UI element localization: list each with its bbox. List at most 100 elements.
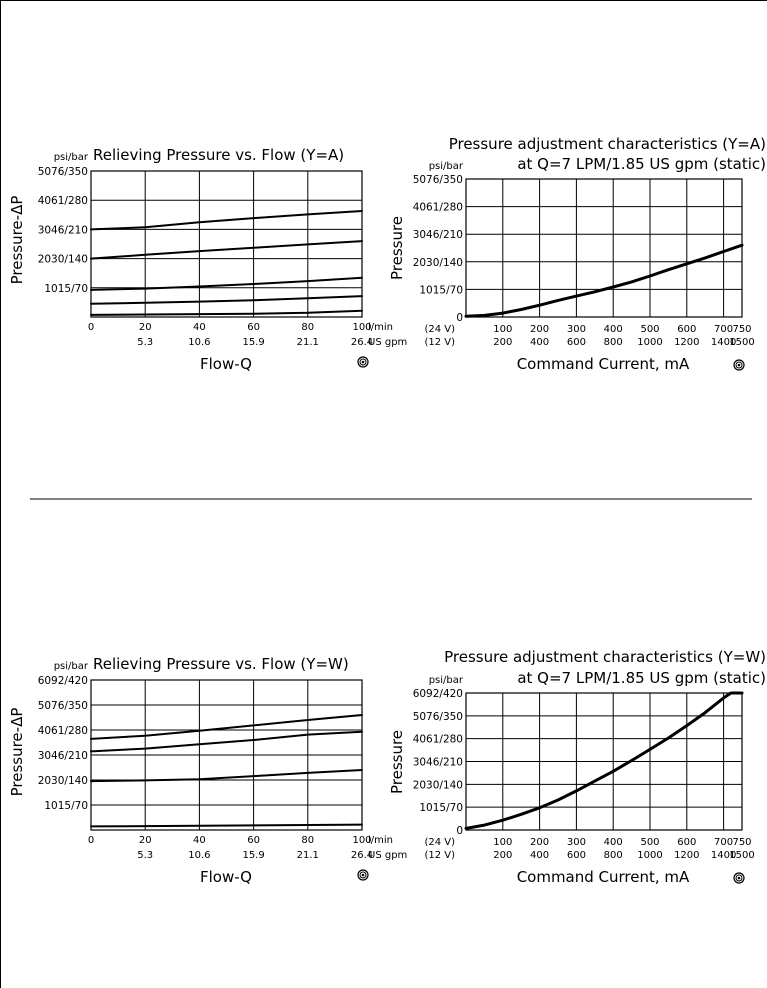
x-tick-label: 40 — [193, 322, 206, 333]
grid — [91, 679, 363, 830]
chart-title: Relieving Pressure vs. Flow (Y=W) — [93, 655, 349, 673]
target-symbol-mid — [359, 871, 367, 879]
y-axis-label: Pressure-ΔP — [8, 708, 26, 797]
x-tick-label-secondary: 26.4 — [351, 337, 373, 348]
target-symbol-center — [737, 876, 741, 880]
series-line-3 — [90, 295, 363, 305]
y-tick-label: 6092/420 — [38, 675, 88, 687]
x-unit-secondary: US gpm — [368, 850, 407, 861]
x-tick-label-secondary: 1000 — [637, 337, 662, 348]
x-tick-label-secondary: 400 — [530, 850, 549, 861]
x-tick-label: 200 — [530, 837, 549, 848]
y-tick-label: 4061/280 — [38, 725, 88, 737]
x-axis-label: Command Current, mA — [517, 868, 690, 886]
y-unit-label: psi/bar — [54, 152, 89, 163]
series-line-1 — [90, 240, 363, 260]
x-tick-label: 750 — [732, 324, 751, 335]
y-tick-label: 3046/210 — [38, 750, 88, 762]
x-tick-label: 60 — [247, 835, 260, 846]
y-unit-label: psi/bar — [429, 161, 464, 172]
y-unit-label: psi/bar — [54, 661, 89, 672]
plot-area — [465, 178, 743, 318]
y-tick-label: 0 — [456, 825, 463, 837]
y-unit-label: psi/bar — [429, 675, 464, 686]
y-tick-label: 3046/210 — [413, 229, 463, 241]
y-tick-label: 3046/210 — [38, 224, 88, 236]
x-tick-label: 40 — [193, 835, 206, 846]
x-tick-label-secondary: 5.3 — [137, 337, 153, 348]
voltage-row-label: (24 V) — [424, 324, 455, 335]
target-symbol-outer — [357, 356, 369, 368]
y-axis-label: Pressure — [388, 730, 406, 794]
y-tick-label: 5076/350 — [413, 174, 463, 186]
series-line-2 — [90, 276, 363, 291]
chart-subtitle: at Q=7 LPM/1.85 US gpm (static) — [517, 155, 766, 173]
voltage-row-label: (24 V) — [424, 837, 455, 848]
x-tick-label: 750 — [732, 837, 751, 848]
x-tick-label-secondary: 400 — [530, 337, 549, 348]
y-tick-label: 5076/350 — [38, 700, 88, 712]
y-tick-label: 1015/70 — [419, 284, 463, 296]
chart-3: Pressure adjustment characteristics (Y=W… — [388, 648, 766, 886]
x-tick-label: 500 — [640, 837, 659, 848]
y-axis-label: Pressure-ΔP — [8, 196, 26, 285]
x-tick-label-secondary: 15.9 — [242, 850, 264, 861]
y-tick-label: 4061/280 — [413, 202, 463, 214]
x-tick-label-secondary: 200 — [493, 337, 512, 348]
plot-area — [90, 170, 363, 318]
x-tick-label: 700 — [714, 324, 733, 335]
x-tick-label: 400 — [604, 324, 623, 335]
x-tick-label-secondary: 1200 — [674, 850, 699, 861]
x-axis-label: Flow-Q — [200, 868, 252, 886]
chart-title: Relieving Pressure vs. Flow (Y=A) — [93, 146, 344, 164]
target-symbol-outer — [733, 359, 745, 371]
x-tick-label-secondary: 1500 — [729, 337, 754, 348]
x-tick-label: 300 — [567, 837, 586, 848]
x-tick-label: 100 — [352, 322, 371, 333]
target-symbol-icon — [357, 869, 369, 881]
series-line-2 — [90, 769, 363, 783]
voltage-row-label: (12 V) — [424, 337, 455, 348]
x-tick-label: 300 — [567, 324, 586, 335]
y-tick-label: 5076/350 — [413, 711, 463, 723]
x-tick-label-secondary: 15.9 — [242, 337, 264, 348]
y-tick-label: 1015/70 — [44, 283, 88, 295]
target-symbol-icon — [733, 872, 745, 884]
x-tick-label: 0 — [88, 322, 94, 333]
x-tick-label: 600 — [677, 324, 696, 335]
target-symbol-icon — [357, 356, 369, 368]
x-tick-label: 80 — [301, 322, 314, 333]
y-tick-label: 0 — [456, 312, 463, 324]
y-tick-label: 2030/140 — [38, 775, 88, 787]
x-axis-label: Flow-Q — [200, 355, 252, 373]
plot-area — [90, 679, 363, 831]
x-tick-label: 0 — [88, 835, 94, 846]
y-axis-label: Pressure — [388, 216, 406, 280]
chart-title: Pressure adjustment characteristics (Y=A… — [449, 135, 766, 153]
target-symbol-center — [361, 360, 365, 364]
x-tick-label-secondary: 26.4 — [351, 850, 373, 861]
x-tick-label: 100 — [493, 837, 512, 848]
x-tick-label: 200 — [530, 324, 549, 335]
target-symbol-outer — [357, 869, 369, 881]
chart-subtitle: at Q=7 LPM/1.85 US gpm (static) — [517, 669, 766, 687]
x-tick-label: 20 — [139, 835, 152, 846]
x-tick-label-secondary: 1400 — [711, 850, 736, 861]
y-tick-label: 6092/420 — [413, 688, 463, 700]
series-line-4 — [90, 309, 363, 316]
x-tick-label-secondary: 600 — [567, 850, 586, 861]
chart-1: Pressure adjustment characteristics (Y=A… — [388, 135, 766, 373]
target-symbol-mid — [735, 874, 743, 882]
target-symbol-icon — [733, 359, 745, 371]
x-unit-secondary: US gpm — [368, 337, 407, 348]
x-tick-label: 600 — [677, 837, 696, 848]
target-symbol-center — [361, 873, 365, 877]
chart-2: Relieving Pressure vs. Flow (Y=W) psi/bar… — [8, 655, 407, 886]
y-tick-label: 3046/210 — [413, 757, 463, 769]
x-tick-label-secondary: 600 — [567, 337, 586, 348]
x-tick-label: 60 — [247, 322, 260, 333]
grid — [466, 178, 743, 317]
series-line-1 — [90, 730, 363, 753]
x-tick-label-secondary: 800 — [604, 337, 623, 348]
